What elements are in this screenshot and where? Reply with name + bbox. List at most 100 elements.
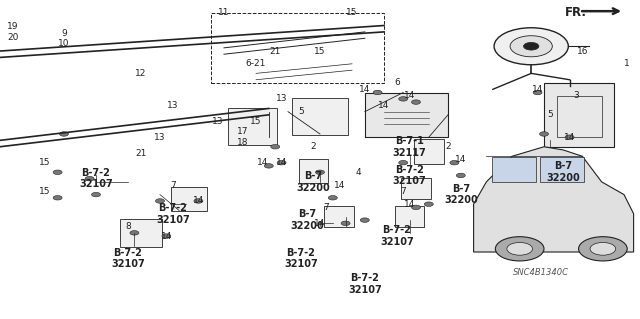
Circle shape xyxy=(271,145,280,149)
Text: B-7-2
32107: B-7-2 32107 xyxy=(380,225,413,247)
FancyBboxPatch shape xyxy=(171,187,207,211)
FancyBboxPatch shape xyxy=(120,219,162,247)
Text: 15: 15 xyxy=(346,8,358,17)
Text: 14: 14 xyxy=(564,133,575,142)
Text: B-7-2
32107: B-7-2 32107 xyxy=(284,248,317,269)
FancyBboxPatch shape xyxy=(492,157,536,182)
Circle shape xyxy=(53,170,62,174)
Text: 14: 14 xyxy=(378,101,390,110)
Text: 17
18: 17 18 xyxy=(237,128,249,147)
Text: 8: 8 xyxy=(125,222,131,231)
Circle shape xyxy=(565,135,574,139)
Text: 9
10: 9 10 xyxy=(58,29,70,48)
Text: B-7-2
32107: B-7-2 32107 xyxy=(393,165,426,186)
FancyBboxPatch shape xyxy=(544,83,614,147)
Text: 13: 13 xyxy=(212,117,223,126)
Circle shape xyxy=(412,205,420,210)
Text: 5: 5 xyxy=(298,107,303,116)
Circle shape xyxy=(85,176,94,181)
FancyBboxPatch shape xyxy=(414,139,444,164)
Text: 15: 15 xyxy=(39,187,51,196)
Text: 2: 2 xyxy=(445,142,451,151)
FancyBboxPatch shape xyxy=(365,93,448,137)
Circle shape xyxy=(341,221,350,226)
Circle shape xyxy=(540,132,548,136)
Circle shape xyxy=(264,164,273,168)
Circle shape xyxy=(412,100,420,104)
Circle shape xyxy=(507,242,532,255)
Text: 4: 4 xyxy=(356,168,361,177)
Circle shape xyxy=(92,192,100,197)
Text: 14: 14 xyxy=(333,181,345,189)
FancyBboxPatch shape xyxy=(401,178,431,199)
Text: 21: 21 xyxy=(135,149,147,158)
Text: 14: 14 xyxy=(257,158,268,167)
FancyBboxPatch shape xyxy=(540,157,584,182)
Text: 14: 14 xyxy=(455,155,467,164)
Circle shape xyxy=(495,237,544,261)
FancyBboxPatch shape xyxy=(299,159,328,183)
Circle shape xyxy=(194,199,203,203)
Text: SNC4B1340C: SNC4B1340C xyxy=(513,268,569,277)
Circle shape xyxy=(579,237,627,261)
Circle shape xyxy=(162,234,171,238)
Text: FR.: FR. xyxy=(565,6,587,19)
FancyBboxPatch shape xyxy=(228,108,277,145)
Text: 6: 6 xyxy=(394,78,399,87)
Text: B-7-2
32107: B-7-2 32107 xyxy=(348,273,381,295)
Circle shape xyxy=(524,42,539,50)
Text: 6-21: 6-21 xyxy=(246,59,266,68)
Circle shape xyxy=(130,231,139,235)
Text: B-7
32200: B-7 32200 xyxy=(547,161,580,183)
Text: B-7-1
32117: B-7-1 32117 xyxy=(393,136,426,158)
Text: 15: 15 xyxy=(250,117,262,126)
Text: 14: 14 xyxy=(532,85,543,94)
Text: 3: 3 xyxy=(573,91,579,100)
Text: 13: 13 xyxy=(276,94,287,103)
Circle shape xyxy=(60,132,68,136)
FancyBboxPatch shape xyxy=(324,206,354,227)
Text: 21: 21 xyxy=(269,47,281,56)
Circle shape xyxy=(316,170,324,174)
Text: 19
20: 19 20 xyxy=(7,22,19,41)
Text: 12: 12 xyxy=(135,69,147,78)
Text: 11: 11 xyxy=(218,8,230,17)
FancyBboxPatch shape xyxy=(292,98,348,135)
Circle shape xyxy=(399,160,408,165)
Text: B-7-2
32107: B-7-2 32107 xyxy=(79,168,113,189)
Circle shape xyxy=(399,97,408,101)
Text: 16: 16 xyxy=(577,47,588,56)
Circle shape xyxy=(590,242,616,255)
Text: 1: 1 xyxy=(625,59,630,68)
Text: 14: 14 xyxy=(161,232,172,241)
Circle shape xyxy=(450,160,459,165)
Circle shape xyxy=(360,218,369,222)
Text: 14: 14 xyxy=(276,158,287,167)
Text: 5: 5 xyxy=(548,110,553,119)
Text: 14: 14 xyxy=(359,85,371,94)
Text: B-7
32200: B-7 32200 xyxy=(444,184,477,205)
Circle shape xyxy=(328,196,337,200)
Circle shape xyxy=(424,202,433,206)
Text: 2: 2 xyxy=(311,142,316,151)
Polygon shape xyxy=(474,147,634,252)
Circle shape xyxy=(373,90,382,95)
Circle shape xyxy=(456,173,465,178)
Text: 14: 14 xyxy=(193,197,204,205)
Text: B-7-2
32107: B-7-2 32107 xyxy=(111,248,145,269)
Text: 13: 13 xyxy=(167,101,179,110)
Text: 14: 14 xyxy=(404,91,415,100)
Text: 14: 14 xyxy=(404,200,415,209)
Text: 15: 15 xyxy=(39,158,51,167)
Circle shape xyxy=(494,28,568,65)
Text: 7: 7 xyxy=(170,181,175,189)
Text: B-7
32200: B-7 32200 xyxy=(291,209,324,231)
Circle shape xyxy=(156,199,164,203)
Text: B-7-2
32107: B-7-2 32107 xyxy=(156,203,189,225)
Circle shape xyxy=(510,36,552,57)
Text: 14: 14 xyxy=(314,219,326,228)
FancyBboxPatch shape xyxy=(395,206,424,227)
Text: B-7
32200: B-7 32200 xyxy=(297,171,330,193)
Circle shape xyxy=(53,196,62,200)
Circle shape xyxy=(533,90,542,95)
